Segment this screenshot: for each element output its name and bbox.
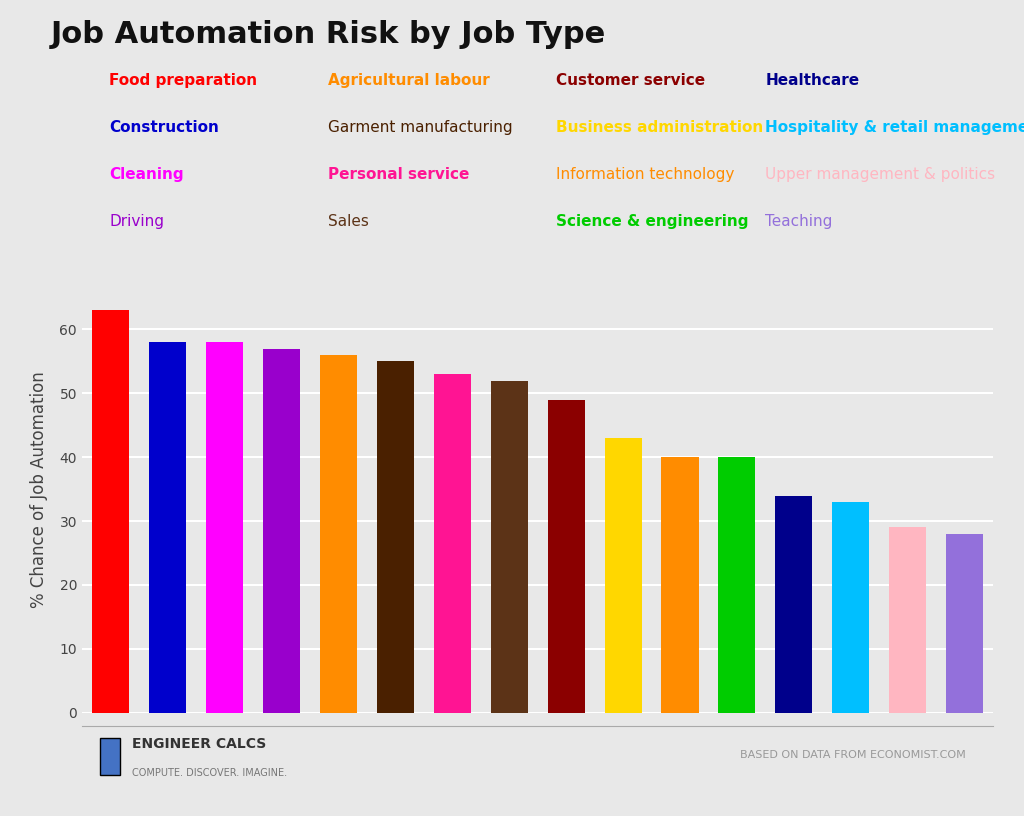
- Text: Agricultural labour: Agricultural labour: [328, 73, 489, 88]
- Text: Personal service: Personal service: [328, 167, 469, 182]
- Bar: [946, 534, 983, 712]
- Bar: [719, 457, 756, 712]
- Bar: [377, 361, 414, 712]
- Bar: [889, 527, 927, 712]
- Text: ENGINEER CALCS: ENGINEER CALCS: [132, 737, 266, 751]
- Bar: [263, 348, 300, 712]
- Text: COMPUTE. DISCOVER. IMAGINE.: COMPUTE. DISCOVER. IMAGINE.: [132, 768, 287, 778]
- Bar: [490, 380, 527, 712]
- Bar: [662, 457, 698, 712]
- Text: Job Automation Risk by Job Type: Job Automation Risk by Job Type: [51, 20, 606, 50]
- Bar: [206, 342, 243, 712]
- Text: Garment manufacturing: Garment manufacturing: [328, 120, 513, 135]
- Bar: [548, 400, 585, 712]
- Bar: [92, 310, 129, 712]
- Y-axis label: % Chance of Job Automation: % Chance of Job Automation: [31, 370, 48, 607]
- Text: Information technology: Information technology: [556, 167, 734, 182]
- Text: Customer service: Customer service: [556, 73, 705, 88]
- Text: Healthcare: Healthcare: [765, 73, 859, 88]
- Text: Teaching: Teaching: [765, 215, 833, 229]
- Text: Construction: Construction: [110, 120, 219, 135]
- Bar: [148, 342, 186, 712]
- Text: Cleaning: Cleaning: [110, 167, 184, 182]
- Text: Food preparation: Food preparation: [110, 73, 257, 88]
- Text: Upper management & politics: Upper management & politics: [765, 167, 995, 182]
- Text: Sales: Sales: [328, 215, 369, 229]
- FancyBboxPatch shape: [100, 738, 120, 774]
- Bar: [604, 438, 642, 712]
- Bar: [319, 355, 356, 712]
- Bar: [433, 375, 471, 712]
- Text: Science & engineering: Science & engineering: [556, 215, 749, 229]
- Text: Business administration: Business administration: [556, 120, 763, 135]
- Bar: [775, 495, 812, 712]
- Text: BASED ON DATA FROM ECONOMIST.COM: BASED ON DATA FROM ECONOMIST.COM: [740, 750, 966, 760]
- Text: Driving: Driving: [110, 215, 164, 229]
- Bar: [833, 502, 869, 712]
- Text: Hospitality & retail management: Hospitality & retail management: [765, 120, 1024, 135]
